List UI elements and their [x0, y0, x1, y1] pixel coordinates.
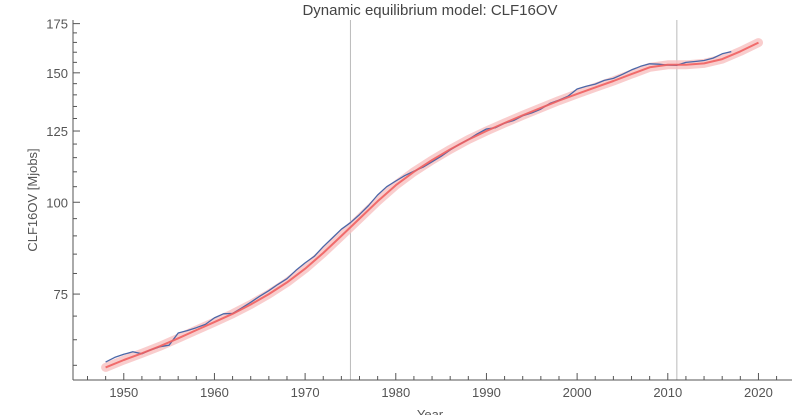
y-tick-label: 175 — [46, 17, 68, 32]
x-tick-label: 1960 — [200, 385, 229, 400]
model-error-band — [101, 38, 763, 372]
x-tick-label: 2010 — [653, 385, 682, 400]
model-series-line — [105, 41, 759, 369]
y-tick-label: 75 — [54, 287, 68, 302]
x-tick-label: 1980 — [381, 385, 410, 400]
axes: 75 100 125 150 175 1950 1960 1970 1980 1990 2000 20… — [46, 17, 792, 400]
x-axis-label: Year — [417, 407, 444, 415]
x-tick-label: 1950 — [109, 385, 138, 400]
x-tick-label: 1990 — [472, 385, 501, 400]
y-axis-label: CLF16OV [Mjobs] — [25, 148, 40, 251]
plot-area — [101, 20, 763, 380]
y-tick-label: 125 — [46, 124, 68, 139]
x-tick-label: 2020 — [744, 385, 773, 400]
data-series-line — [105, 50, 732, 363]
x-tick-label: 2000 — [563, 385, 592, 400]
chart-title: Dynamic equilibrium model: CLF16OV — [302, 2, 557, 19]
x-tick-label: 1970 — [291, 385, 320, 400]
y-tick-label: 100 — [46, 195, 68, 210]
y-tick-label: 150 — [46, 66, 68, 81]
